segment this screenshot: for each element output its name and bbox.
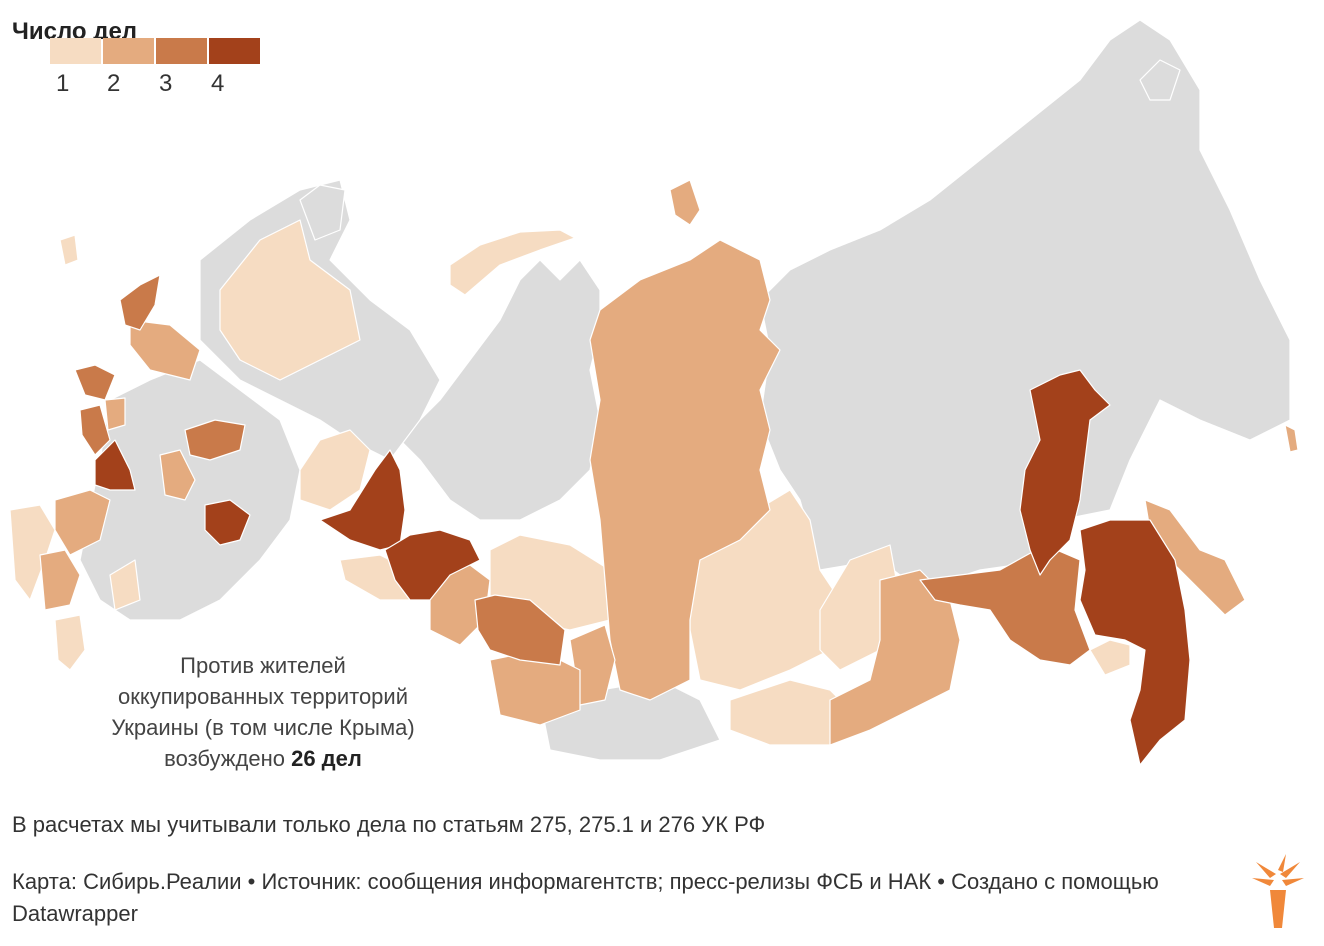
legend-label-3: 3 [159,70,173,97]
legend-label-2: 2 [107,70,121,97]
region-krasnoyarsk[interactable] [589,239,781,701]
legend-swatch-4 [209,38,260,64]
region-rostov[interactable] [54,489,111,556]
region-kalmykia[interactable] [109,559,141,611]
region-stavropol[interactable] [39,549,81,611]
region-dagestan[interactable] [54,614,86,671]
region-jewish-ao[interactable] [1089,639,1131,676]
legend-label-4: 4 [211,70,225,97]
region-novaya-zemlya[interactable] [299,184,346,241]
torch-icon [1252,854,1304,928]
legend-swatch-3 [156,38,207,64]
annotation-case-count: 26 дел [291,746,362,771]
region-yakutia-south[interactable] [1019,369,1111,576]
region-novaya-zemlya-north[interactable] [449,229,576,296]
region-murmansk[interactable] [59,234,79,266]
region-karelia[interactable] [119,274,161,331]
region-vladimir[interactable] [184,419,246,461]
region-komi[interactable] [129,319,201,381]
region-chukotka-coast[interactable] [1284,424,1299,453]
region-tyumen[interactable] [319,449,406,551]
region-sverdlovsk[interactable] [299,429,371,511]
region-bryansk[interactable] [79,404,111,456]
legend-swatch-1 [50,38,101,64]
region-voronezh[interactable] [94,439,136,491]
annotation-line-3: Украины (в том числе Крыма) [111,715,415,740]
legend-swatches [50,38,262,64]
legend-label-1: 1 [56,70,70,97]
annotation-line-1: Против жителей [180,653,346,678]
region-kurgan[interactable] [384,529,481,601]
annotation-line-4-prefix: возбуждено [164,746,292,771]
russia-choropleth-map [9,19,1299,766]
methodology-note: В расчетах мы учитывали только дела по с… [12,812,766,837]
region-tomsk-novosib[interactable] [474,594,566,666]
region-tatarstan[interactable] [159,449,196,501]
annotation-occupied-territories: Против жителей оккупированных территорий… [88,650,438,774]
region-far-east-north[interactable] [759,19,1291,591]
region-arkhangelsk[interactable] [219,219,361,381]
region-belgorod[interactable] [104,397,126,431]
region-pskov[interactable] [74,364,116,401]
region-amur[interactable] [919,544,1091,666]
legend-swatch-2 [103,38,154,64]
region-taimyr-north[interactable] [669,179,701,226]
source-credit: Карта: Сибирь.Реалии • Источник: сообщен… [12,869,1159,926]
annotation-line-4: возбуждено 26 дел [88,743,438,774]
region-saratov[interactable] [204,499,251,546]
region-kuril-sakhalin-east[interactable] [1139,59,1181,101]
annotation-line-2: оккупированных территорий [117,684,408,709]
region-yamal-khanty[interactable] [399,259,601,521]
region-khabarovsk[interactable] [1079,519,1191,766]
